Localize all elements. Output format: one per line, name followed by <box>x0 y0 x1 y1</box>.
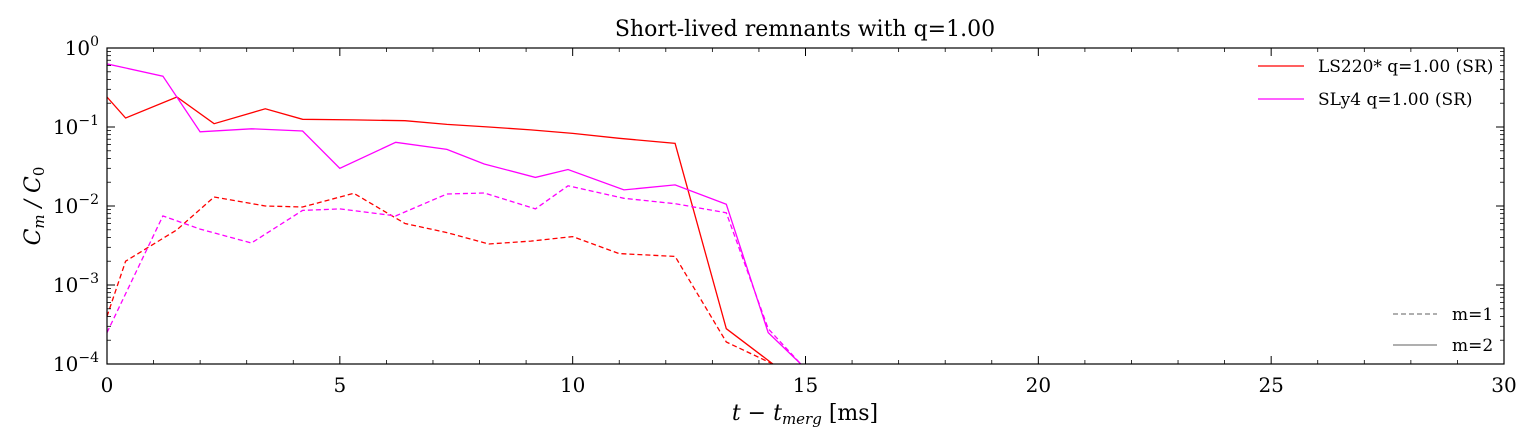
series-line-sly4-m2 <box>107 63 802 364</box>
legend-label-m2: m=2 <box>1452 336 1493 356</box>
legend-label-sly4: SLy4 q=1.00 (SR) <box>1318 90 1473 110</box>
chart-title: Short-lived remnants with q=1.00 <box>615 17 995 42</box>
x-tick-label: 25 <box>1258 373 1283 397</box>
x-tick-label: 0 <box>101 373 114 397</box>
legend-series: LS220* q=1.00 (SR) SLy4 q=1.00 (SR) <box>1258 57 1493 110</box>
y-tick-label: 100 <box>65 34 99 60</box>
x-tick-label: 30 <box>1491 373 1516 397</box>
legend-label-m1: m=1 <box>1452 305 1493 325</box>
y-tick-label: 10−2 <box>53 192 99 218</box>
series-line-ls220-m2 <box>107 96 774 364</box>
y-tick-label: 10−3 <box>53 271 99 297</box>
legend-modes: m=1 m=2 <box>1393 305 1493 356</box>
y-tick-label: 10−1 <box>53 113 99 139</box>
y-tick-label: 10−4 <box>53 350 99 376</box>
plot-frame <box>106 47 1505 365</box>
x-tick-label: 5 <box>333 373 346 397</box>
x-axis-label: t − tmerg [ms] <box>732 401 878 428</box>
axis-ticks: 0 5 10 15 20 25 30 10−4 10−3 10−2 10−1 100 <box>53 34 1517 397</box>
y-axis-label: Cm / C0 <box>21 167 48 246</box>
x-tick-label: 10 <box>560 373 585 397</box>
plot-lines <box>107 63 802 364</box>
series-line-ls220-m1 <box>107 192 774 364</box>
x-tick-label: 20 <box>1026 373 1051 397</box>
legend-label-ls220: LS220* q=1.00 (SR) <box>1318 57 1493 77</box>
x-tick-label: 15 <box>793 373 818 397</box>
series-line-sly4-m1 <box>107 185 802 364</box>
